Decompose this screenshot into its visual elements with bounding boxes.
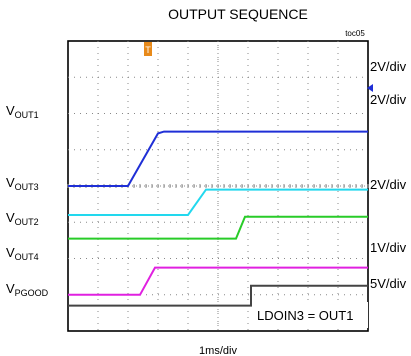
scale-label-pgood: 5V/div xyxy=(370,276,407,291)
level-marker-icon xyxy=(367,84,373,92)
trigger-marker: T xyxy=(144,42,152,56)
channel-label-pgood: VPGOOD xyxy=(6,281,49,298)
scale-label-out2: 2V/div xyxy=(370,177,407,192)
figure-id: toc05 xyxy=(345,29,365,38)
channel-label-out1: VOUT1 xyxy=(6,103,39,120)
traces xyxy=(68,130,368,307)
svg-text:T: T xyxy=(145,45,151,55)
channel-label-out2: VOUT2 xyxy=(6,210,39,227)
chart-title: OUTPUT SEQUENCE xyxy=(168,6,308,22)
channel-label-out4: VOUT4 xyxy=(6,245,39,262)
scale-label-out1: 2V/div xyxy=(370,59,407,74)
x-axis-label: 1ms/div xyxy=(199,345,237,356)
scale-label-out4: 1V/div xyxy=(370,240,407,255)
trace-out4 xyxy=(68,215,368,240)
scale-label-out3: 2V/div xyxy=(370,92,407,107)
trace-out2 xyxy=(68,188,368,216)
trace-out3 xyxy=(68,266,368,296)
annotation-box xyxy=(252,302,368,328)
channel-label-out3: VOUT3 xyxy=(6,175,39,192)
trace-out1 xyxy=(68,130,368,187)
annotation: LDOIN3 = OUT1 xyxy=(257,308,353,323)
trace-pgood xyxy=(68,284,368,307)
